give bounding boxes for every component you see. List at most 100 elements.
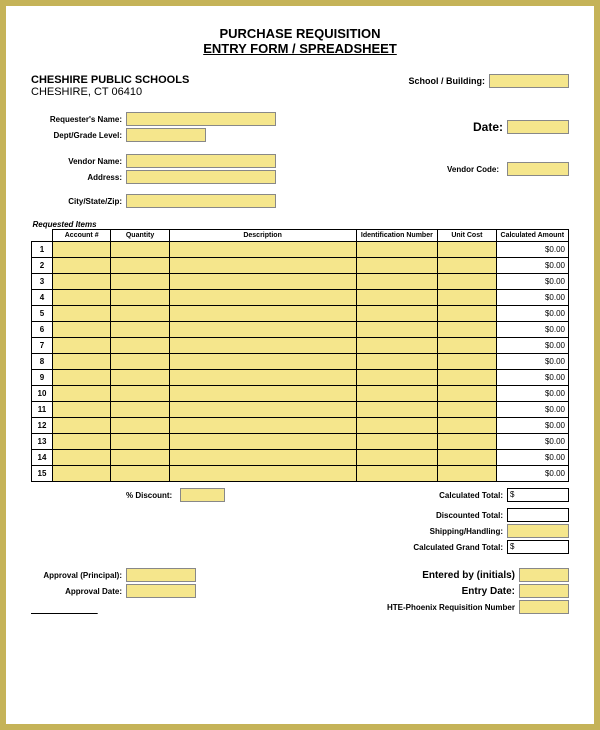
cell-quantity[interactable] xyxy=(111,274,169,290)
cell-quantity[interactable] xyxy=(111,386,169,402)
address-input[interactable] xyxy=(126,170,276,184)
table-row: 9 $0.00 xyxy=(32,370,569,386)
cell-identification[interactable] xyxy=(356,258,438,274)
city-input[interactable] xyxy=(126,194,276,208)
discount-input[interactable] xyxy=(180,488,225,502)
cell-unit-cost[interactable] xyxy=(438,402,496,418)
cell-description[interactable] xyxy=(169,338,356,354)
cell-unit-cost[interactable] xyxy=(438,290,496,306)
cell-unit-cost[interactable] xyxy=(438,354,496,370)
cell-account[interactable] xyxy=(53,370,111,386)
cell-identification[interactable] xyxy=(356,354,438,370)
cell-quantity[interactable] xyxy=(111,450,169,466)
cell-identification[interactable] xyxy=(356,242,438,258)
cell-identification[interactable] xyxy=(356,306,438,322)
cell-identification[interactable] xyxy=(356,402,438,418)
cell-identification[interactable] xyxy=(356,290,438,306)
vendor-code-input[interactable] xyxy=(507,162,569,176)
cell-unit-cost[interactable] xyxy=(438,418,496,434)
cell-unit-cost[interactable] xyxy=(438,258,496,274)
cell-unit-cost[interactable] xyxy=(438,242,496,258)
cell-quantity[interactable] xyxy=(111,258,169,274)
cell-description[interactable] xyxy=(169,386,356,402)
cell-description[interactable] xyxy=(169,466,356,482)
cell-unit-cost[interactable] xyxy=(438,466,496,482)
entry-date-label: Entry Date: xyxy=(462,586,515,597)
cell-description[interactable] xyxy=(169,290,356,306)
cell-quantity[interactable] xyxy=(111,402,169,418)
cell-unit-cost[interactable] xyxy=(438,274,496,290)
cell-description[interactable] xyxy=(169,434,356,450)
entry-date-input[interactable] xyxy=(519,584,569,598)
cell-unit-cost[interactable] xyxy=(438,338,496,354)
hte-input[interactable] xyxy=(519,600,569,614)
cell-description[interactable] xyxy=(169,306,356,322)
cell-quantity[interactable] xyxy=(111,354,169,370)
cell-unit-cost[interactable] xyxy=(438,306,496,322)
cell-description[interactable] xyxy=(169,354,356,370)
cell-unit-cost[interactable] xyxy=(438,450,496,466)
cell-identification[interactable] xyxy=(356,274,438,290)
cell-description[interactable] xyxy=(169,274,356,290)
cell-quantity[interactable] xyxy=(111,338,169,354)
cell-account[interactable] xyxy=(53,306,111,322)
dept-input[interactable] xyxy=(126,128,206,142)
approval-principal-label: Approval (Principal): xyxy=(31,571,126,580)
cell-unit-cost[interactable] xyxy=(438,386,496,402)
cell-account[interactable] xyxy=(53,434,111,450)
cell-calculated: $0.00 xyxy=(496,450,568,466)
cell-quantity[interactable] xyxy=(111,322,169,338)
cell-identification[interactable] xyxy=(356,370,438,386)
cell-quantity[interactable] xyxy=(111,290,169,306)
cell-quantity[interactable] xyxy=(111,370,169,386)
date-input[interactable] xyxy=(507,120,569,134)
approval-date-input[interactable] xyxy=(126,584,196,598)
cell-account[interactable] xyxy=(53,242,111,258)
cell-quantity[interactable] xyxy=(111,434,169,450)
cell-description[interactable] xyxy=(169,418,356,434)
cell-account[interactable] xyxy=(53,402,111,418)
cell-description[interactable] xyxy=(169,370,356,386)
cell-quantity[interactable] xyxy=(111,306,169,322)
cell-quantity[interactable] xyxy=(111,242,169,258)
cell-identification[interactable] xyxy=(356,338,438,354)
cell-description[interactable] xyxy=(169,258,356,274)
cell-account[interactable] xyxy=(53,466,111,482)
entered-by-input[interactable] xyxy=(519,568,569,582)
cell-description[interactable] xyxy=(169,322,356,338)
cell-calculated: $0.00 xyxy=(496,322,568,338)
cell-description[interactable] xyxy=(169,450,356,466)
cell-identification[interactable] xyxy=(356,418,438,434)
cell-account[interactable] xyxy=(53,274,111,290)
cell-quantity[interactable] xyxy=(111,466,169,482)
cell-description[interactable] xyxy=(169,402,356,418)
cell-unit-cost[interactable] xyxy=(438,322,496,338)
cell-account[interactable] xyxy=(53,386,111,402)
cell-account[interactable] xyxy=(53,258,111,274)
items-table: Requested Items Account # Quantity Descr… xyxy=(31,218,569,482)
cell-account[interactable] xyxy=(53,338,111,354)
school-building-input[interactable] xyxy=(489,74,569,88)
cell-calculated: $0.00 xyxy=(496,386,568,402)
requested-items-label: Requested Items xyxy=(32,218,569,230)
ship-input[interactable] xyxy=(507,524,569,538)
col-account: Account # xyxy=(53,230,111,242)
cell-identification[interactable] xyxy=(356,450,438,466)
cell-account[interactable] xyxy=(53,322,111,338)
vendor-name-input[interactable] xyxy=(126,154,276,168)
cell-account[interactable] xyxy=(53,450,111,466)
cell-account[interactable] xyxy=(53,354,111,370)
table-row: 8 $0.00 xyxy=(32,354,569,370)
cell-identification[interactable] xyxy=(356,466,438,482)
cell-unit-cost[interactable] xyxy=(438,434,496,450)
cell-account[interactable] xyxy=(53,290,111,306)
approval-principal-input[interactable] xyxy=(126,568,196,582)
requester-input[interactable] xyxy=(126,112,276,126)
cell-identification[interactable] xyxy=(356,322,438,338)
cell-unit-cost[interactable] xyxy=(438,370,496,386)
cell-description[interactable] xyxy=(169,242,356,258)
cell-account[interactable] xyxy=(53,418,111,434)
cell-identification[interactable] xyxy=(356,386,438,402)
cell-identification[interactable] xyxy=(356,434,438,450)
cell-quantity[interactable] xyxy=(111,418,169,434)
